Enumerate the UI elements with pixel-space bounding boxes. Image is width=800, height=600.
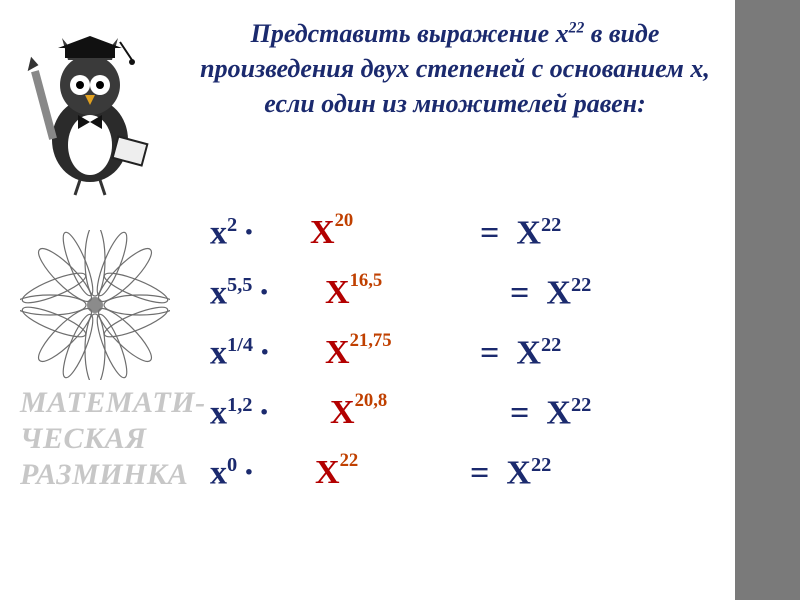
equation-middle-red: Х20,8 (330, 394, 387, 432)
equation-middle-red: Х20 (310, 214, 353, 252)
warmup-text: МАТЕМАТИ-ЧЕСКАЯ РАЗМИНКА (20, 385, 220, 493)
right-stripe (735, 0, 800, 600)
equation-row: х0· Х22 = Х22 (210, 440, 690, 500)
content-area: Представить выражение х22 в виде произве… (0, 0, 735, 600)
left-column (20, 30, 200, 380)
equation-row: х1/4· Х21,75 = Х22 (210, 320, 690, 380)
equation-lhs: х1/4· (210, 334, 276, 372)
task-title: Представить выражение х22 в виде произве… (200, 16, 710, 121)
owl-illustration (20, 30, 160, 200)
equation-rhs: = Х22 (480, 214, 561, 252)
equation-lhs: х1,2· (210, 394, 276, 432)
slide: Представить выражение х22 в виде произве… (0, 0, 800, 600)
equation-rhs: = Х22 (480, 334, 561, 372)
equation-lhs: х0· (210, 454, 261, 492)
equation-lhs: х5,5· (210, 274, 276, 312)
equation-rhs: = Х22 (510, 274, 591, 312)
equation-row: х2· Х20 = Х22 (210, 200, 690, 260)
equation-rhs: = Х22 (510, 394, 591, 432)
equation-lhs: х2· (210, 214, 261, 252)
equation-row: х1,2· Х20,8 = Х22 (210, 380, 690, 440)
equation-row: х5,5· Х16,5 = Х22 (210, 260, 690, 320)
equation-middle-red: Х22 (315, 454, 358, 492)
equation-middle-red: Х16,5 (325, 274, 382, 312)
equation-rhs: = Х22 (470, 454, 551, 492)
equation-middle-red: Х21,75 (325, 334, 392, 372)
equations-block: х2· Х20 = Х22 х5,5· Х16,5 = Х22 х1/4· Х21,75 = Х… (210, 200, 690, 500)
flower-ornament (20, 230, 170, 380)
